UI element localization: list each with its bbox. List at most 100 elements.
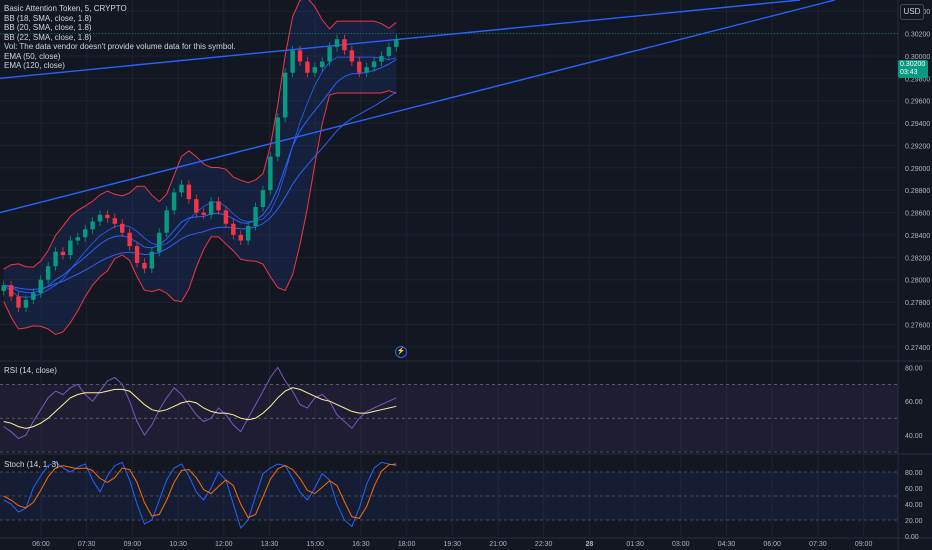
price-tick: 0.28400 bbox=[905, 233, 930, 240]
candle bbox=[179, 184, 184, 193]
candle bbox=[60, 251, 66, 256]
candle bbox=[357, 61, 362, 73]
candle bbox=[149, 251, 155, 269]
candle bbox=[194, 199, 199, 213]
candles bbox=[1, 34, 399, 313]
time-tick: 03:00 bbox=[672, 541, 690, 548]
candle bbox=[157, 232, 162, 252]
candle bbox=[231, 223, 236, 235]
price-tick: 0.30000 bbox=[905, 54, 930, 61]
currency-button[interactable]: USD bbox=[900, 4, 924, 20]
candle bbox=[1, 285, 6, 291]
price-tick: 0.27400 bbox=[905, 345, 930, 352]
stoch-label[interactable]: Stoch (14, 1, 3) bbox=[4, 460, 59, 469]
candle bbox=[379, 55, 384, 62]
rsi-tick: 40.00 bbox=[905, 433, 923, 440]
candle bbox=[371, 61, 377, 68]
time-tick: 18:00 bbox=[398, 541, 416, 548]
legend-ema-120[interactable]: EMA (120, close) bbox=[4, 61, 65, 70]
trendlines[interactable] bbox=[0, 0, 898, 214]
time-tick: 28 bbox=[586, 541, 594, 548]
time-tick: 07:30 bbox=[809, 541, 827, 548]
price-tick: 0.29400 bbox=[905, 121, 930, 128]
candle bbox=[253, 206, 258, 226]
time-axis[interactable]: 06:00 07:30 09:00 10:30 12:00 13:30 15:00 16:30… bbox=[32, 541, 872, 548]
candle bbox=[364, 67, 369, 73]
band-lower bbox=[3, 90, 397, 336]
time-tick: 06:00 bbox=[32, 541, 50, 548]
time-tick: 19:30 bbox=[444, 541, 462, 548]
last-price: 0.30200 bbox=[900, 61, 926, 68]
candle bbox=[8, 285, 14, 297]
candle bbox=[38, 279, 43, 294]
time-tick: 06:00 bbox=[763, 541, 781, 548]
candle bbox=[186, 184, 192, 200]
candle bbox=[260, 190, 266, 207]
candle bbox=[290, 50, 295, 73]
price-tick: 0.28000 bbox=[905, 278, 930, 285]
time-tick: 07:30 bbox=[78, 541, 96, 548]
rsi-tick: 60.00 bbox=[905, 399, 923, 406]
candle bbox=[349, 50, 355, 62]
time-tick: 12:00 bbox=[215, 541, 233, 548]
legend-bb-18[interactable]: BB (18, SMA, close, 1.8) bbox=[4, 13, 92, 23]
candle bbox=[238, 234, 243, 241]
candle bbox=[134, 246, 140, 263]
time-tick: 04:30 bbox=[718, 541, 736, 548]
legend-bb-20[interactable]: BB (20, SMA, close, 1.8) bbox=[4, 23, 92, 32]
ema-lines bbox=[3, 59, 397, 294]
candle bbox=[312, 67, 318, 73]
lightning-icon[interactable]: ⚡ bbox=[395, 346, 407, 358]
rsi-label[interactable]: RSI (14, close) bbox=[4, 366, 57, 375]
candle bbox=[275, 117, 280, 157]
stoch-tick: 40.00 bbox=[905, 502, 923, 509]
time-tick: 09:00 bbox=[855, 541, 873, 548]
candle bbox=[305, 61, 310, 73]
bollinger-bands bbox=[3, 0, 397, 336]
upper-trendline bbox=[0, 0, 801, 80]
time-tick: 01:30 bbox=[626, 541, 644, 548]
price-tick: 0.29000 bbox=[905, 166, 930, 173]
candle bbox=[82, 229, 88, 238]
symbol-title[interactable]: Basic Attention Token, 5, CRYPTO bbox=[4, 4, 127, 13]
stoch-pane bbox=[0, 461, 898, 529]
time-tick: 16:30 bbox=[352, 541, 370, 548]
candle bbox=[75, 237, 80, 241]
time-tick: 22:30 bbox=[535, 541, 553, 548]
price-tick: 0.28200 bbox=[905, 255, 930, 262]
last-price-tag: 0.30200 03:43 bbox=[898, 60, 928, 78]
rsi-tick: 80.00 bbox=[905, 365, 923, 372]
price-tick: 0.29800 bbox=[905, 76, 930, 83]
time-tick: 10:30 bbox=[169, 541, 187, 548]
rsi-pane bbox=[0, 366, 898, 453]
candle bbox=[268, 156, 273, 191]
candle bbox=[386, 46, 392, 56]
candle bbox=[127, 232, 132, 247]
candle bbox=[23, 299, 29, 308]
indicator-legend: Basic Attention Token, 5, CRYPTO BB (18,… bbox=[4, 4, 236, 71]
candle bbox=[334, 39, 340, 47]
band-upper bbox=[3, 0, 397, 270]
ema-120-line bbox=[3, 91, 397, 291]
legend-vol[interactable]: Vol: The data vendor doesn't provide vol… bbox=[4, 42, 236, 51]
stoch-k-line bbox=[3, 461, 397, 529]
candle bbox=[68, 240, 73, 256]
legend-bb-22[interactable]: BB (22, SMA, close, 1.8) bbox=[4, 32, 92, 42]
candle bbox=[327, 46, 332, 62]
price-tick: 0.27800 bbox=[905, 300, 930, 307]
candle bbox=[208, 201, 214, 215]
candle bbox=[297, 50, 303, 62]
candle bbox=[90, 221, 95, 230]
candle bbox=[45, 266, 51, 280]
lower-trendline bbox=[0, 0, 836, 214]
time-tick: 13:30 bbox=[261, 541, 279, 548]
price-tick: 0.28800 bbox=[905, 188, 930, 195]
candle bbox=[394, 39, 399, 47]
candle bbox=[97, 214, 103, 222]
stoch-tick: 80.00 bbox=[905, 470, 923, 477]
candle bbox=[171, 192, 177, 211]
legend-ema-50[interactable]: EMA (50, close) bbox=[4, 51, 61, 61]
candle bbox=[164, 210, 169, 233]
